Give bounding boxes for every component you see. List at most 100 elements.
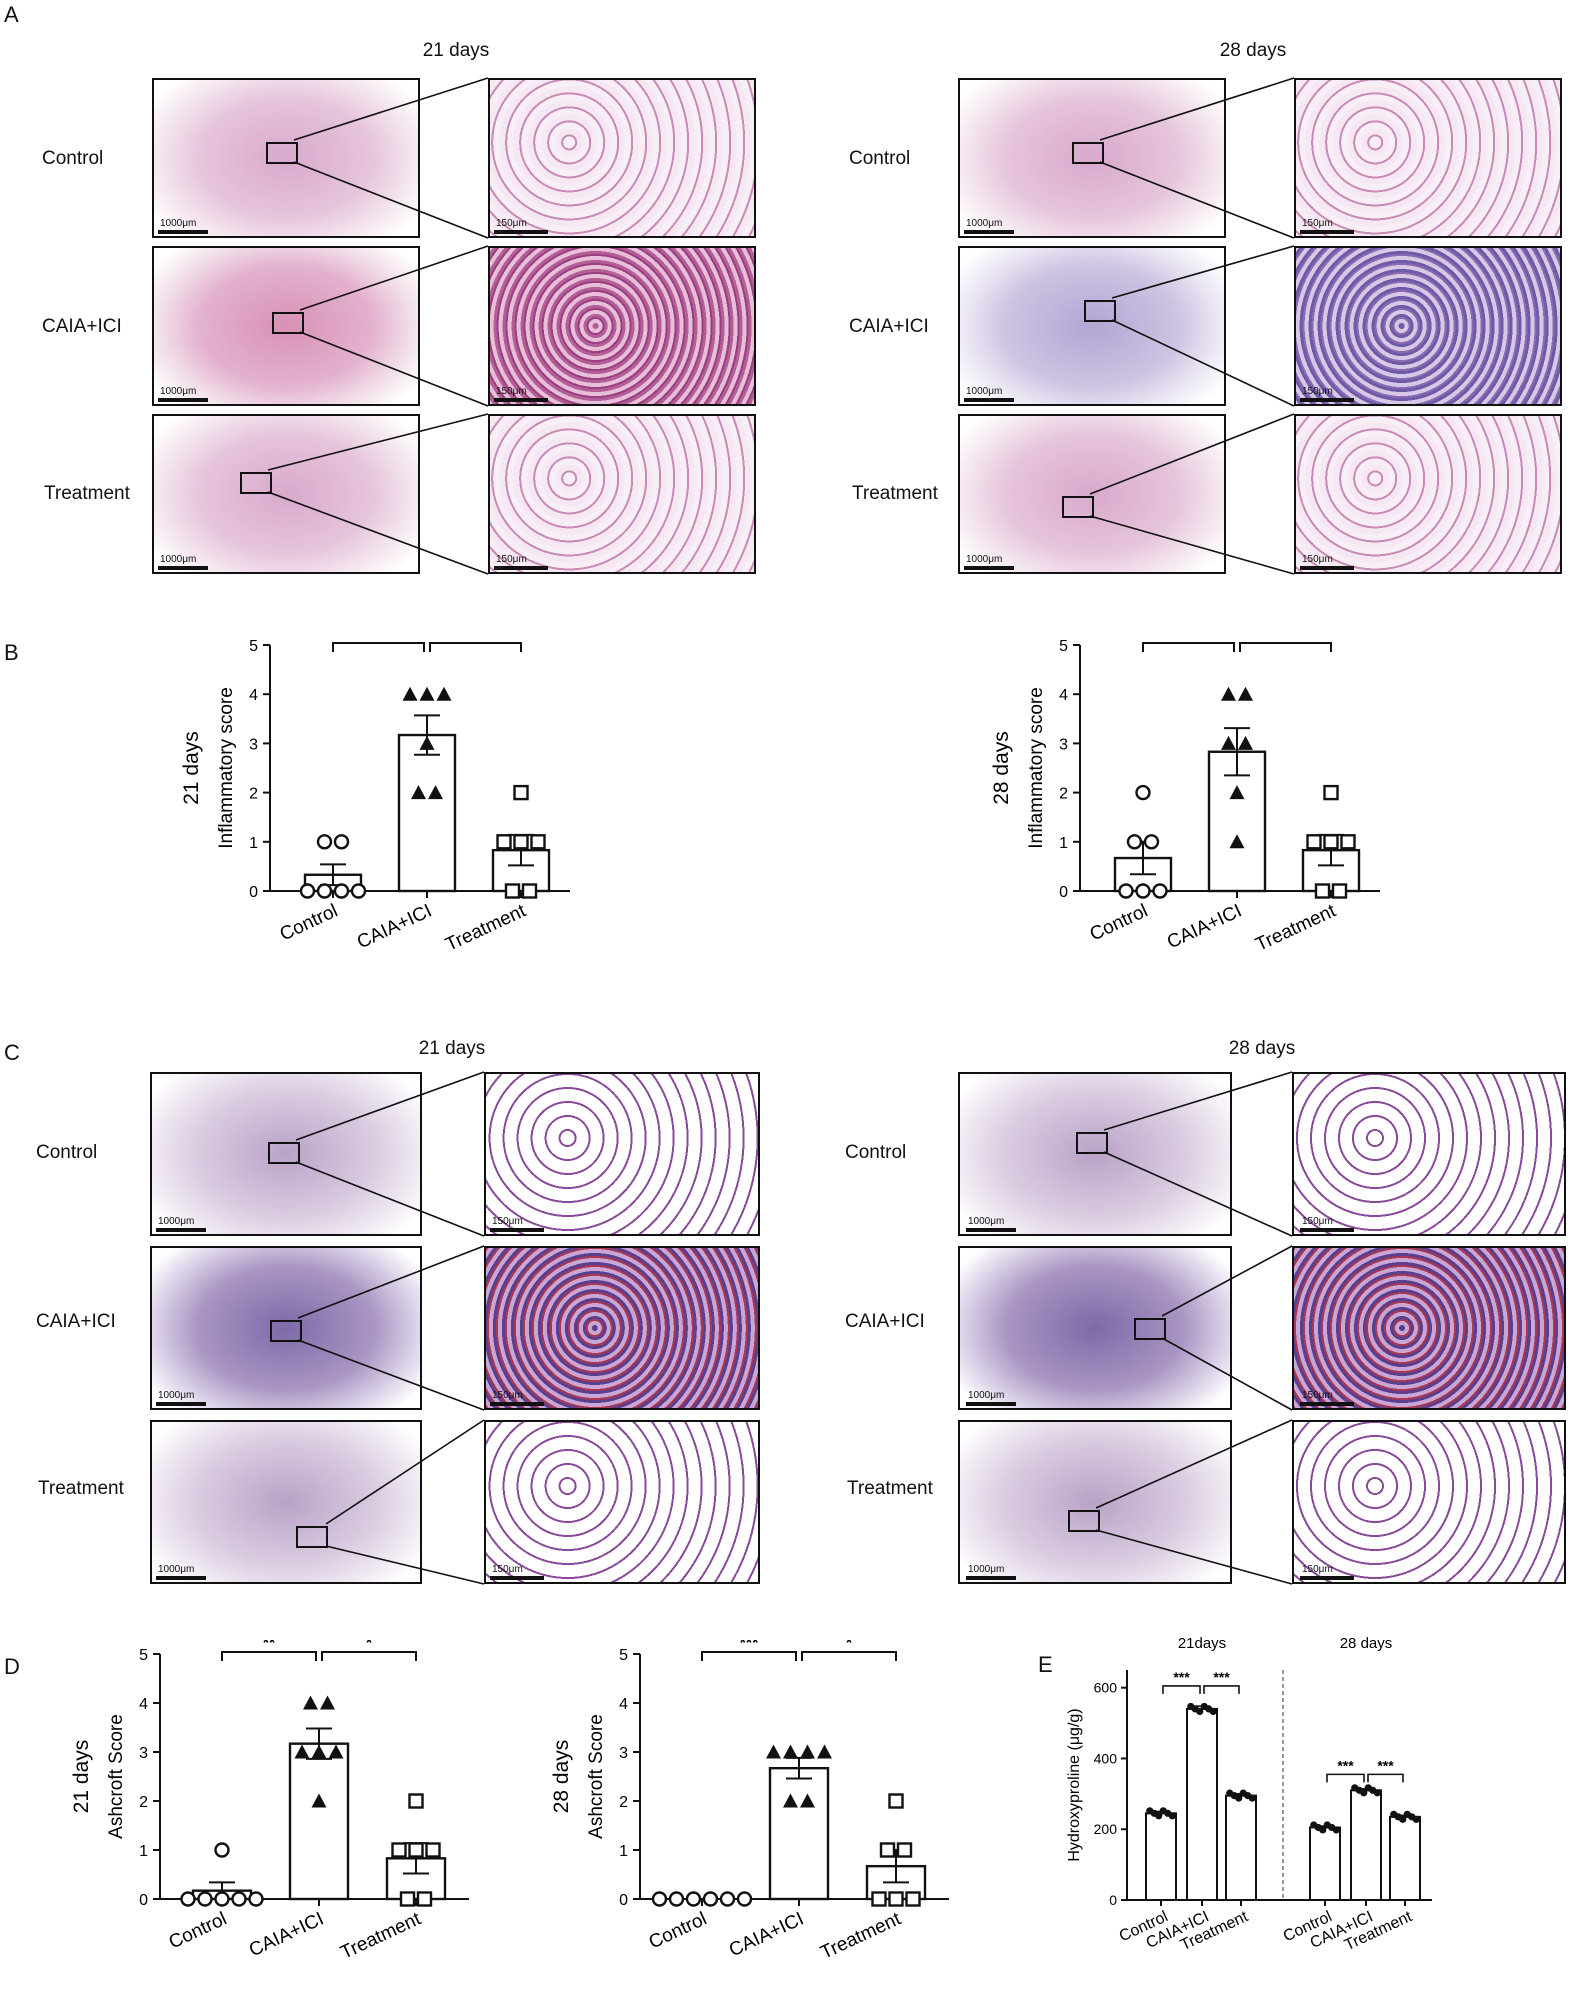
x-category-label: Treatment (817, 1908, 904, 1964)
x-category-label: CAIA+ICI (726, 1908, 807, 1961)
data-point-circle (668, 1891, 685, 1907)
y-tick-label: 600 (1094, 1680, 1118, 1696)
a-21-treatment-zoom: 150μm (488, 414, 756, 574)
data-point-triangle (1238, 735, 1253, 750)
significance-bracket (1367, 1773, 1404, 1783)
data-point-square (504, 883, 521, 899)
chart-ashcroft-21: 0 1 2 3 4 5 Ashcroft Score 21 days Control CAIA+I… (70, 1640, 469, 1964)
scale-bar (1300, 1576, 1354, 1580)
c-28-treatment-overview: 1000μm (958, 1420, 1232, 1584)
scale-bar (490, 1576, 544, 1580)
significance-bracket (1142, 642, 1235, 652)
scale-bar (158, 566, 208, 570)
data-point-circle (180, 1891, 196, 1907)
data-point-circle (1152, 883, 1168, 899)
bar (288, 1742, 350, 1901)
bar (1145, 1812, 1177, 1901)
significance-label: ** (372, 640, 385, 643)
a-row-label-treatment-28: Treatment (852, 483, 938, 504)
a-21-control-overview: 1000μm (152, 78, 420, 238)
data-point-circle (350, 883, 367, 899)
data-point-square (391, 1842, 407, 1858)
data-point-triangle (419, 686, 435, 701)
y-tick-label: 3 (619, 1745, 628, 1762)
data-point-circle (316, 883, 333, 899)
data-point-square (896, 1842, 913, 1858)
scale-label: 150μm (492, 1390, 523, 1401)
c-28-caia-overview: 1000μm (958, 1246, 1232, 1410)
x-category-label: CAIA+ICI (354, 900, 435, 953)
y-tick-label: 5 (1059, 640, 1068, 655)
significance-bracket (321, 1651, 417, 1661)
roi-box (268, 1142, 300, 1164)
scale-label: 1000μm (968, 1216, 1005, 1227)
chart-hydroxyproline: 0 200 400 600 Hydroxyproline (μg/g) 21days 28 … (1066, 1635, 1432, 1954)
panel-letter-c: C (4, 1040, 20, 1065)
data-point-triangle (783, 1744, 798, 1759)
scale-label: 1000μm (160, 218, 197, 229)
data-point-square (888, 1793, 904, 1809)
a-row-label-treatment: Treatment (44, 483, 130, 504)
data-point-square (871, 1891, 887, 1907)
data-point-circle (1135, 784, 1151, 801)
a-row-label-caia: CAIA+ICI (42, 316, 122, 337)
c-21-treatment-overview: 1000μm (150, 1420, 422, 1584)
data-point-dot (1155, 1812, 1163, 1820)
y-tick-label: 0 (1109, 1892, 1117, 1908)
chart-inflammatory-28: 0 1 2 3 4 5 Inflammatory score 28 days Control CA… (990, 640, 1380, 956)
panel-letter-b: B (4, 640, 19, 665)
significance-label: * (472, 640, 479, 643)
significance-label: * (366, 1640, 373, 1652)
significance-bracket (1162, 1685, 1201, 1694)
data-point-triangle (303, 1695, 318, 1710)
bar (768, 1766, 830, 1901)
c-row-label-treatment: Treatment (38, 1478, 124, 1499)
scale-bar (1300, 1402, 1354, 1406)
data-point-triangle (800, 1793, 815, 1808)
y-tick-label: 400 (1094, 1750, 1118, 1766)
y-tick-label: 3 (139, 1745, 148, 1762)
data-point-triangle (1221, 735, 1236, 750)
data-point-circle (651, 1891, 668, 1907)
a-28-caia-zoom: 150μm (1294, 246, 1562, 406)
y-tick-label: 2 (249, 786, 258, 803)
y-tick-label: 5 (249, 640, 258, 655)
scale-label: 150μm (492, 1564, 523, 1575)
significance-bracket (221, 1651, 317, 1661)
y-tick-label: 1 (249, 835, 258, 852)
data-point-circle (719, 1891, 736, 1907)
data-point-square (888, 1891, 904, 1907)
data-point-square (1323, 784, 1339, 801)
a-28-caia-overview: 1000μm (958, 246, 1226, 406)
data-point-square (425, 1842, 441, 1858)
y-tick-label: 2 (139, 1794, 148, 1811)
c-21-caia-overview: 1000μm (150, 1246, 422, 1410)
row-label: 21 days (70, 1740, 93, 1814)
y-tick-label: 2 (1059, 786, 1068, 803)
a-28-control-zoom: 150μm (1294, 78, 1562, 238)
significance-bracket (332, 642, 425, 652)
data-point-square (513, 784, 529, 801)
y-tick-label: 0 (249, 884, 258, 901)
row-label: 28 days (550, 1740, 573, 1814)
panel-a-title-28: 28 days (1219, 40, 1287, 61)
data-point-square (408, 1842, 424, 1858)
data-point-triangle (817, 1744, 832, 1759)
y-tick-label: 1 (139, 1843, 148, 1860)
x-category-label: Control (646, 1908, 710, 1953)
significance-label: *** (1213, 1669, 1230, 1685)
data-point-circle (248, 1891, 264, 1907)
data-point-square (408, 1793, 424, 1809)
y-tick-label: 3 (1059, 736, 1068, 753)
scale-label: 1000μm (968, 1390, 1005, 1401)
significance-label: *** (1337, 1757, 1354, 1773)
data-point-square (1314, 883, 1331, 899)
c-21-control-zoom: 150μm (484, 1072, 760, 1236)
data-point-triangle (428, 785, 443, 800)
scale-bar (494, 230, 548, 234)
data-point-dot (1209, 1707, 1217, 1716)
x-category-label: CAIA+ICI (1164, 900, 1245, 953)
scale-label: 1000μm (158, 1216, 195, 1227)
scale-label: 150μm (496, 554, 527, 565)
data-point-circle (1143, 834, 1160, 850)
